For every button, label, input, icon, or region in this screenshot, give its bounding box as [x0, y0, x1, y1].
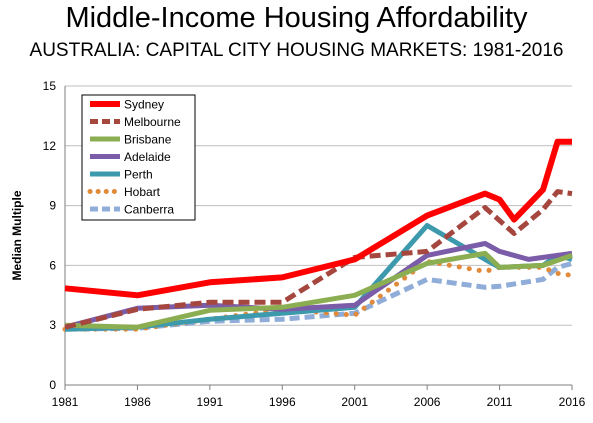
legend-label-sydney: Sydney — [124, 98, 164, 112]
y-tick-label-15: 15 — [43, 79, 57, 93]
x-tick-label-2001: 2001 — [341, 395, 368, 409]
legend-label-adelaide: Adelaide — [124, 150, 171, 164]
chart-title: Middle-Income Housing Affordability — [65, 2, 528, 34]
y-tick-label-3: 3 — [49, 318, 56, 332]
y-tick-label-0: 0 — [49, 378, 56, 392]
y-axis-label: Median Multiple — [10, 190, 24, 280]
x-tick-label-2006: 2006 — [414, 395, 441, 409]
legend-label-perth: Perth — [124, 168, 153, 182]
x-tick-label-1996: 1996 — [269, 395, 296, 409]
series-line-melbourne — [64, 189, 573, 330]
y-tick-label-9: 9 — [49, 199, 56, 213]
legend-label-melbourne: Melbourne — [124, 115, 181, 129]
x-tick-label-1986: 1986 — [124, 395, 151, 409]
x-tick-label-2011: 2011 — [487, 395, 513, 409]
legend-label-hobart: Hobart — [124, 185, 161, 199]
legend-label-brisbane: Brisbane — [124, 133, 172, 147]
x-tick-label-2016: 2016 — [559, 395, 586, 409]
series-line-sydney — [64, 138, 572, 299]
legend-label-canberra: Canberra — [124, 203, 174, 217]
chart-subtitle: AUSTRALIA: CAPITAL CITY HOUSING MARKETS:… — [29, 40, 564, 61]
x-tick-label-1991: 1991 — [197, 395, 224, 409]
y-tick-label-12: 12 — [43, 139, 57, 153]
series-line-brisbane — [64, 250, 573, 330]
y-tick-label-6: 6 — [49, 258, 56, 272]
x-tick-label-1981: 1981 — [52, 395, 79, 409]
